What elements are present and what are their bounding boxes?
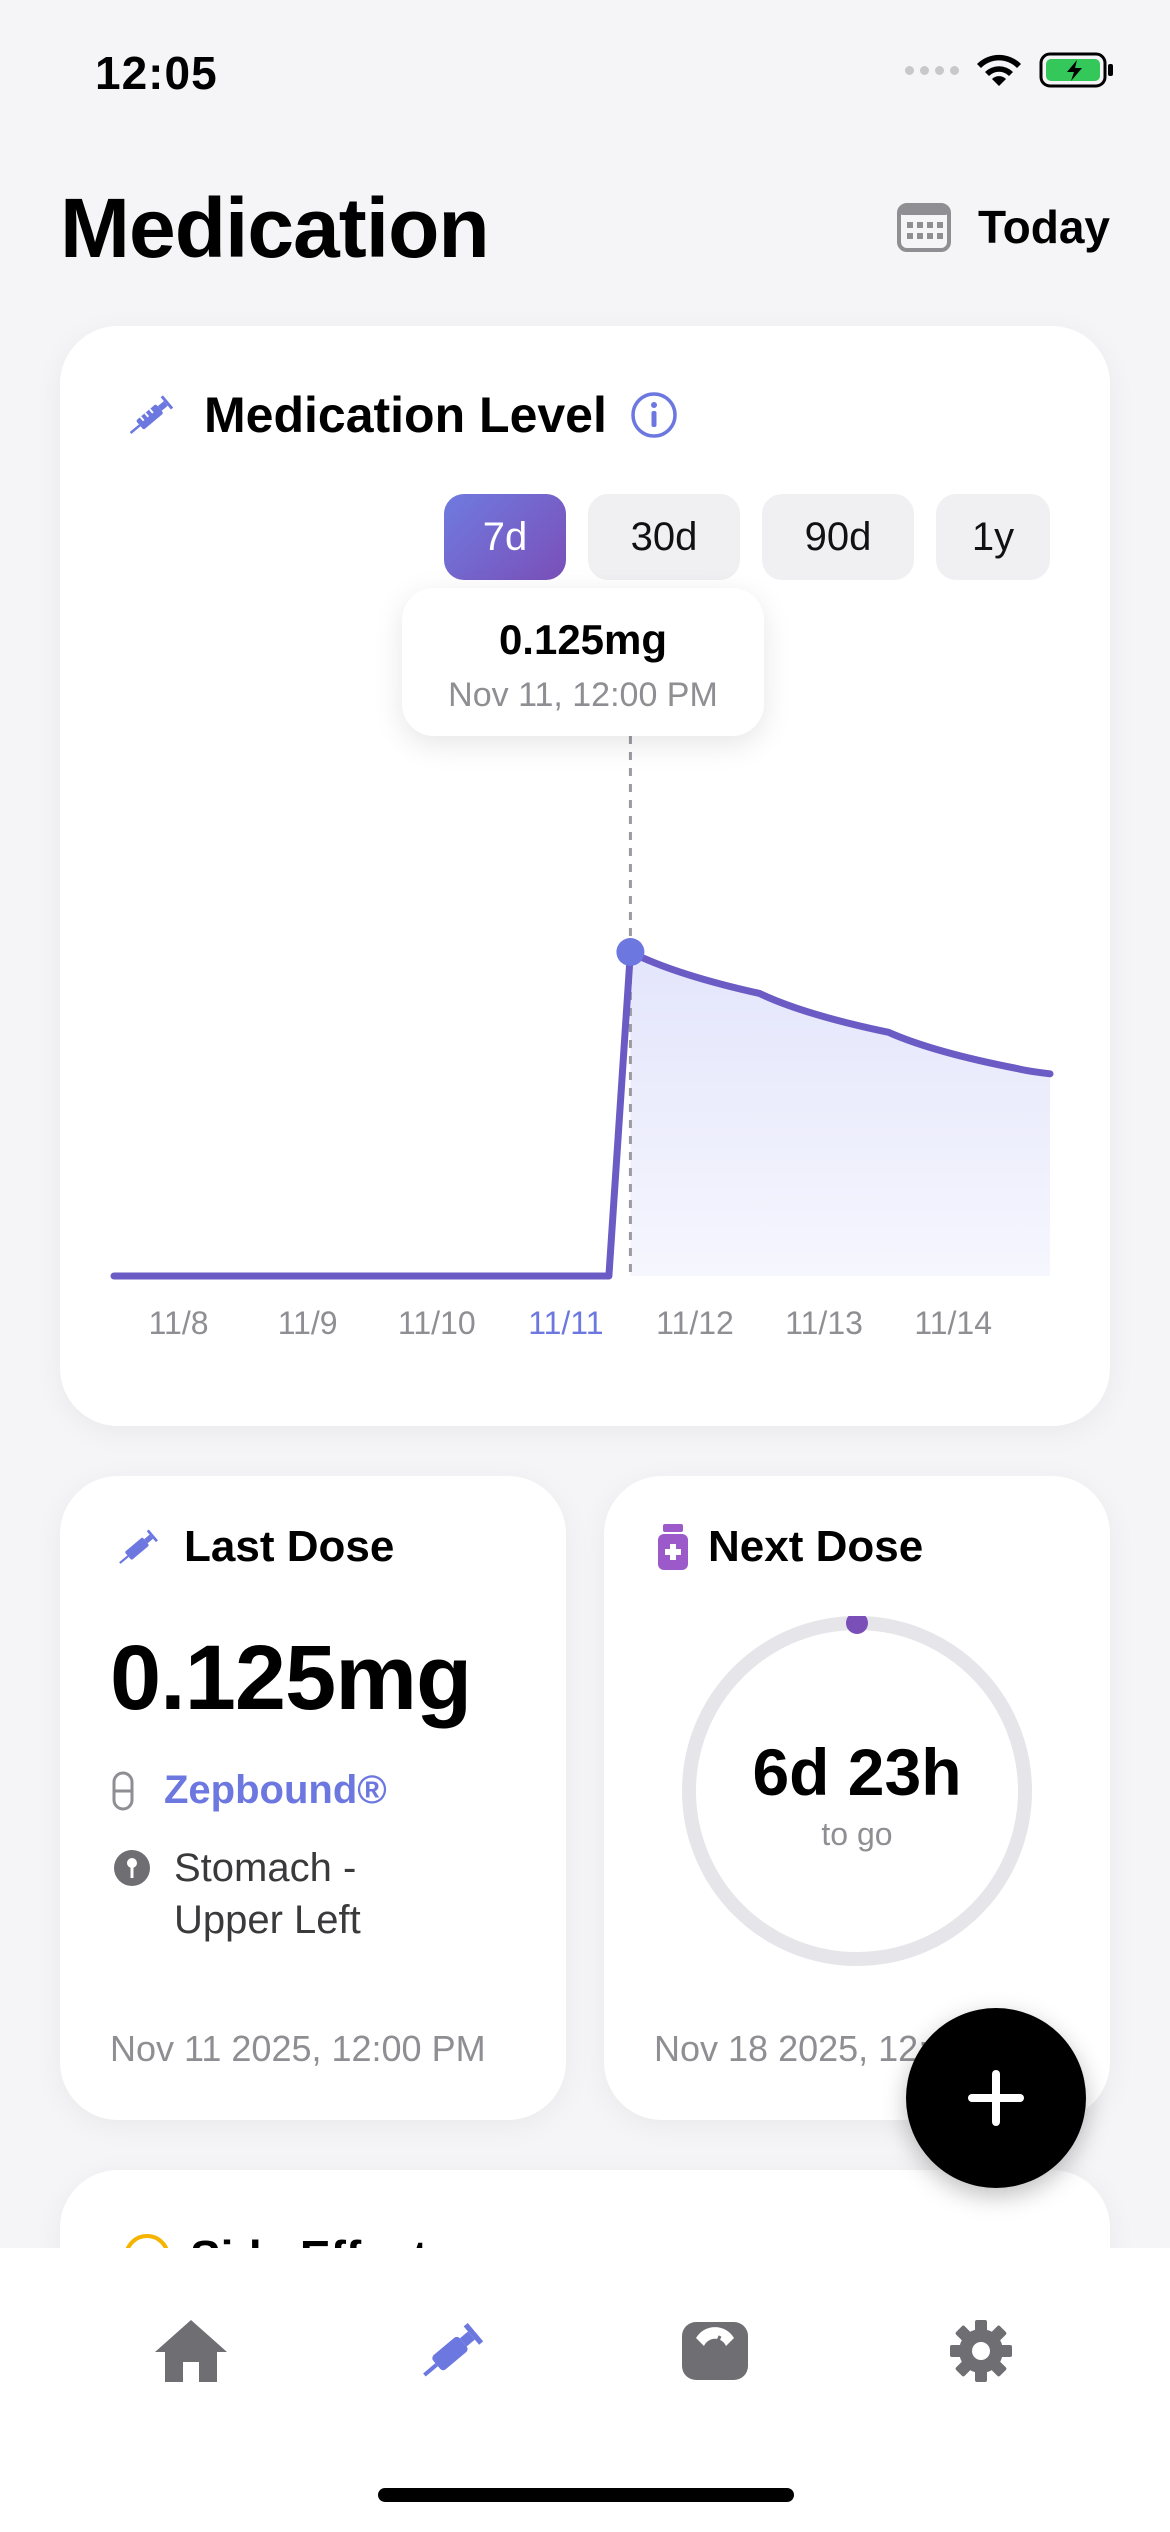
last-dose-header: Last Dose xyxy=(112,1522,394,1572)
chart-point-peak[interactable] xyxy=(616,938,645,966)
last-dose-card[interactable]: Last Dose 0.125mg Zepbound® Stomach - Up… xyxy=(60,1476,566,2120)
status-bar: 12:05 xyxy=(0,0,1170,150)
tab-settings[interactable] xyxy=(936,2306,1026,2396)
info-icon[interactable] xyxy=(629,390,679,440)
range-selector: 7d 30d 90d 1y xyxy=(444,494,1050,580)
calendar-icon xyxy=(896,203,951,252)
brand-label: Zepbound® xyxy=(164,1768,387,1812)
x-tick-label: 11/10 xyxy=(398,1305,476,1341)
countdown-ring: 6d 23h to go xyxy=(682,1612,1032,1966)
progress-ring xyxy=(682,1612,1032,1966)
injection-site: Stomach - Upper Left xyxy=(112,1842,361,1946)
x-tick-label: 11/9 xyxy=(278,1305,338,1341)
medication-level-title: Medication Level xyxy=(204,387,607,443)
x-tick-label: 11/8 xyxy=(149,1305,209,1341)
home-indicator xyxy=(378,2488,794,2502)
countdown-value: 6d 23h xyxy=(752,1735,962,1809)
today-label: Today xyxy=(977,201,1110,253)
tooltip-value: 0.125mg xyxy=(498,616,668,663)
tooltip-date: Nov 11, 12:00 PM xyxy=(448,676,718,714)
range-7d[interactable]: 7d xyxy=(444,494,566,580)
range-90d[interactable]: 90d xyxy=(762,494,914,580)
x-tick-label: 11/13 xyxy=(785,1305,863,1341)
today-button[interactable]: Today xyxy=(896,200,1110,254)
medication-brand: Zepbound® xyxy=(112,1768,387,1813)
chart-area xyxy=(630,952,1050,1276)
tab-weight[interactable] xyxy=(670,2306,760,2396)
scale-icon xyxy=(682,2322,748,2380)
status-icons xyxy=(905,50,1115,90)
location-pin-icon xyxy=(114,1850,150,1886)
next-dose-header: Next Dose xyxy=(656,1522,923,1572)
syringe-icon xyxy=(129,395,174,434)
medication-level-header: Medication Level xyxy=(122,386,679,444)
x-tick-label: 11/14 xyxy=(914,1305,992,1341)
status-time: 12:05 xyxy=(95,47,218,99)
medication-level-chart: 11/8 11/9 11/10 11/11 11/12 11/13 11/14 xyxy=(110,736,1054,1341)
range-1y[interactable]: 1y xyxy=(936,494,1050,580)
x-tick-label: 11/12 xyxy=(656,1305,734,1341)
syringe-icon xyxy=(423,2322,484,2377)
gear-icon xyxy=(950,2320,1012,2382)
home-icon xyxy=(155,2320,227,2382)
countdown-sub: to go xyxy=(821,1816,893,1852)
next-dose-title: Next Dose xyxy=(708,1522,924,1571)
tab-medication[interactable] xyxy=(408,2306,498,2396)
plus-icon xyxy=(968,2070,1024,2126)
syringe-icon xyxy=(119,1529,158,1564)
pill-icon xyxy=(112,1771,134,1810)
medication-level-card: Medication Level 7d 30d 90d 1y 11/8 11/9 1… xyxy=(60,326,1110,1426)
x-tick-label: 11/11 xyxy=(528,1305,603,1341)
chart-series-line xyxy=(110,948,1054,1280)
tab-bar xyxy=(0,2248,1170,2532)
add-dose-button[interactable] xyxy=(906,2008,1086,2188)
site-line-2: Upper Left xyxy=(174,1898,361,1942)
progress-dot xyxy=(846,1612,868,1634)
tab-home[interactable] xyxy=(146,2306,236,2396)
range-30d[interactable]: 30d xyxy=(588,494,740,580)
wifi-icon xyxy=(977,54,1021,86)
last-dose-title: Last Dose xyxy=(184,1522,395,1571)
site-line-1: Stomach - xyxy=(174,1846,357,1890)
battery-icon xyxy=(1039,52,1113,88)
chart-tooltip: 0.125mg Nov 11, 12:00 PM xyxy=(402,588,764,736)
page-title: Medication xyxy=(60,181,490,275)
medicine-bottle-icon xyxy=(658,1524,688,1570)
last-dose-date: Nov 11 2025, 12:00 PM xyxy=(110,2028,486,2069)
last-dose-value: 0.125mg xyxy=(110,1627,472,1729)
signal-icon xyxy=(905,65,959,75)
